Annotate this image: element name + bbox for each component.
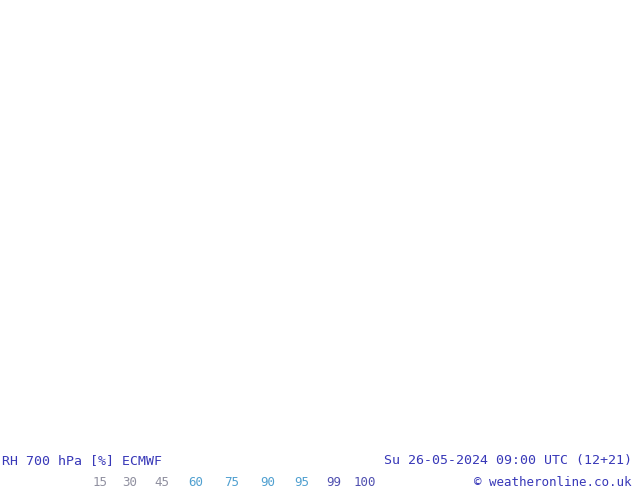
Text: 75: 75: [224, 476, 240, 489]
Text: © weatheronline.co.uk: © weatheronline.co.uk: [474, 476, 632, 489]
Text: RH 700 hPa [%] ECMWF: RH 700 hPa [%] ECMWF: [2, 454, 162, 467]
Text: 100: 100: [354, 476, 376, 489]
Text: 60: 60: [188, 476, 204, 489]
Text: 30: 30: [122, 476, 138, 489]
Text: 45: 45: [155, 476, 169, 489]
Text: 90: 90: [261, 476, 276, 489]
Text: 99: 99: [327, 476, 342, 489]
Text: 15: 15: [93, 476, 108, 489]
Text: 95: 95: [295, 476, 309, 489]
Text: Su 26-05-2024 09:00 UTC (12+21): Su 26-05-2024 09:00 UTC (12+21): [384, 454, 632, 467]
